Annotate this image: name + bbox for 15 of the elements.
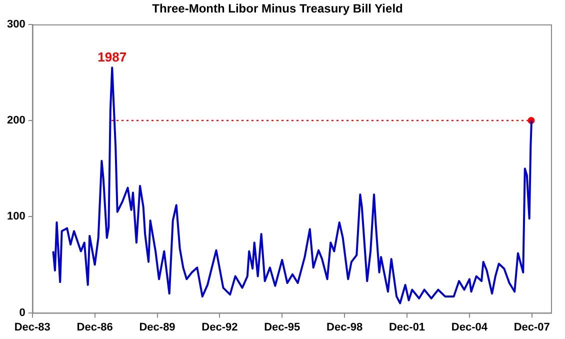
- x-tick-label: Dec-95: [264, 321, 300, 334]
- y-tick-label: 200: [6, 114, 26, 127]
- x-tick-label: Dec-98: [326, 321, 363, 334]
- y-tick-label: 0: [19, 306, 26, 319]
- x-tick-label: Dec-07: [514, 321, 550, 334]
- x-tick-label: Dec-01: [388, 321, 426, 334]
- annotation: 1987: [98, 50, 127, 65]
- chart-title: Three-Month Libor Minus Treasury Bill Yield: [152, 2, 403, 16]
- y-tick-label: 300: [6, 18, 26, 30]
- x-tick-label: Dec-86: [76, 321, 113, 334]
- x-tick-label: Dec-89: [139, 321, 176, 334]
- x-tick-label: Dec-83: [14, 321, 50, 334]
- y-tick-label: 100: [6, 210, 26, 223]
- x-tick-label: Dec-92: [202, 321, 238, 334]
- x-tick-label: Dec-04: [451, 321, 488, 334]
